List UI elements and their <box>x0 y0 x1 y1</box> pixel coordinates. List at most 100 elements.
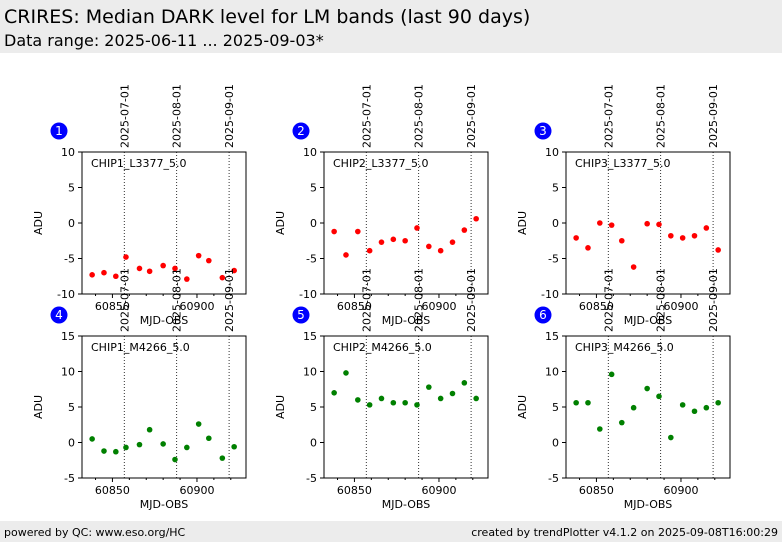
panel-number-badge <box>292 122 310 140</box>
date-line-label: 2025-08-01 <box>171 268 184 332</box>
data-point <box>195 421 202 427</box>
chart-panel-1: 2025-07-01 2025-08-01 2025-09-01 -10 -5 0 5 10 6… <box>32 84 247 327</box>
y-tick-label: 5 <box>552 401 559 414</box>
y-tick-label: 15 <box>61 330 75 343</box>
x-tick-label: 60850 <box>337 300 372 313</box>
date-line-label: 2025-07-01 <box>360 84 373 148</box>
data-point <box>691 408 698 415</box>
y-axis-label: ADU <box>274 211 287 235</box>
panel-number-text: 4 <box>55 308 63 322</box>
date-line-label: 2025-08-01 <box>655 84 668 148</box>
y-tick-label: 15 <box>545 330 559 343</box>
data-point <box>573 235 579 241</box>
y-tick-label: 5 <box>552 182 559 195</box>
data-point <box>331 390 337 396</box>
data-point <box>473 215 479 222</box>
data-point <box>231 443 237 450</box>
data-point <box>390 399 397 406</box>
x-axis-label: MJD-OBS <box>624 498 672 511</box>
chart-panel-4: 2025-07-01 2025-08-01 2025-09-01 -5 0 5 10 15 60… <box>32 268 247 511</box>
y-tick-label: -5 <box>306 472 317 485</box>
panel-number-text: 5 <box>297 308 305 322</box>
y-tick-label: 0 <box>310 217 317 230</box>
date-line-label: 2025-07-01 <box>602 84 615 148</box>
data-point <box>691 232 698 239</box>
footer-credit: powered by QC: www.eso.org/HC <box>4 526 186 539</box>
y-tick-label: 5 <box>310 182 317 195</box>
data-point <box>366 402 373 408</box>
y-tick-label: 10 <box>61 146 75 159</box>
data-point <box>195 252 202 259</box>
date-line-label: 2025-09-01 <box>707 84 720 148</box>
data-point <box>331 228 337 235</box>
series-label: CHIP1_M4266_5.0 <box>91 341 190 354</box>
data-point <box>630 264 637 270</box>
footer-generator: created by trendPlotter v4.1.2 on 2025-0… <box>471 526 778 539</box>
data-point <box>366 247 373 254</box>
data-point <box>378 395 385 402</box>
y-axis-label: ADU <box>516 395 529 419</box>
data-point <box>355 228 361 235</box>
chart-panel-6: 2025-07-01 2025-08-01 2025-09-01 -5 0 5 10 15 60… <box>516 268 731 511</box>
data-point <box>573 399 579 406</box>
x-axis-label: MJD-OBS <box>140 314 188 327</box>
date-line-label: 2025-08-01 <box>413 268 426 332</box>
data-point <box>101 448 107 454</box>
data-point <box>172 265 178 272</box>
x-tick-label: 60900 <box>663 300 698 313</box>
y-tick-label: 5 <box>68 182 75 195</box>
y-tick-label: -5 <box>306 253 317 266</box>
data-point <box>123 444 129 451</box>
data-point <box>437 247 444 254</box>
data-point <box>461 380 468 386</box>
y-tick-label: 0 <box>68 217 75 230</box>
panel-number-badge <box>534 306 552 324</box>
data-point <box>113 273 119 280</box>
data-point <box>160 262 166 269</box>
data-point <box>449 390 456 397</box>
data-point <box>219 274 226 281</box>
x-tick-label: 60850 <box>337 484 372 497</box>
y-tick-label: 5 <box>68 401 75 414</box>
date-line-label: 2025-09-01 <box>465 84 478 148</box>
y-tick-label: -10 <box>299 288 317 301</box>
y-tick-label: 10 <box>545 366 559 379</box>
y-tick-label: 5 <box>310 401 317 414</box>
data-point <box>437 395 444 402</box>
x-tick-label: 60900 <box>179 484 214 497</box>
data-point <box>414 225 420 231</box>
y-tick-label: -10 <box>541 288 559 301</box>
series-label: CHIP2_M4266_5.0 <box>333 341 432 354</box>
data-point <box>414 402 420 408</box>
data-point <box>679 235 686 241</box>
x-axis-label: MJD-OBS <box>140 498 188 511</box>
data-point <box>585 399 591 406</box>
date-line-label: 2025-08-01 <box>413 84 426 148</box>
x-tick-label: 60850 <box>579 484 614 497</box>
plot-frame <box>323 335 489 479</box>
data-point <box>160 441 166 447</box>
y-tick-label: -5 <box>64 253 75 266</box>
series-label: CHIP2_L3377_5.0 <box>333 157 428 170</box>
date-line-label: 2025-07-01 <box>118 84 131 148</box>
data-point <box>585 245 591 251</box>
data-point <box>656 393 662 400</box>
y-tick-label: 10 <box>545 146 559 159</box>
data-point <box>644 220 650 227</box>
data-point <box>136 441 143 448</box>
y-tick-label: 0 <box>68 437 75 450</box>
date-line-label: 2025-07-01 <box>602 268 615 332</box>
y-tick-label: 0 <box>552 437 559 450</box>
data-point <box>715 399 721 406</box>
data-point <box>426 384 432 390</box>
page-subtitle: Data range: 2025-06-11 ... 2025-09-03* <box>4 31 324 50</box>
date-line-label: 2025-07-01 <box>118 268 131 332</box>
chart-panel-2: 2025-07-01 2025-08-01 2025-09-01 -10 -5 0 5 10 6… <box>274 84 489 327</box>
data-point <box>426 243 432 250</box>
data-point <box>461 227 468 233</box>
data-point <box>630 404 637 411</box>
data-point <box>473 395 479 402</box>
date-line-label: 2025-09-01 <box>465 268 478 332</box>
data-point <box>390 236 397 243</box>
